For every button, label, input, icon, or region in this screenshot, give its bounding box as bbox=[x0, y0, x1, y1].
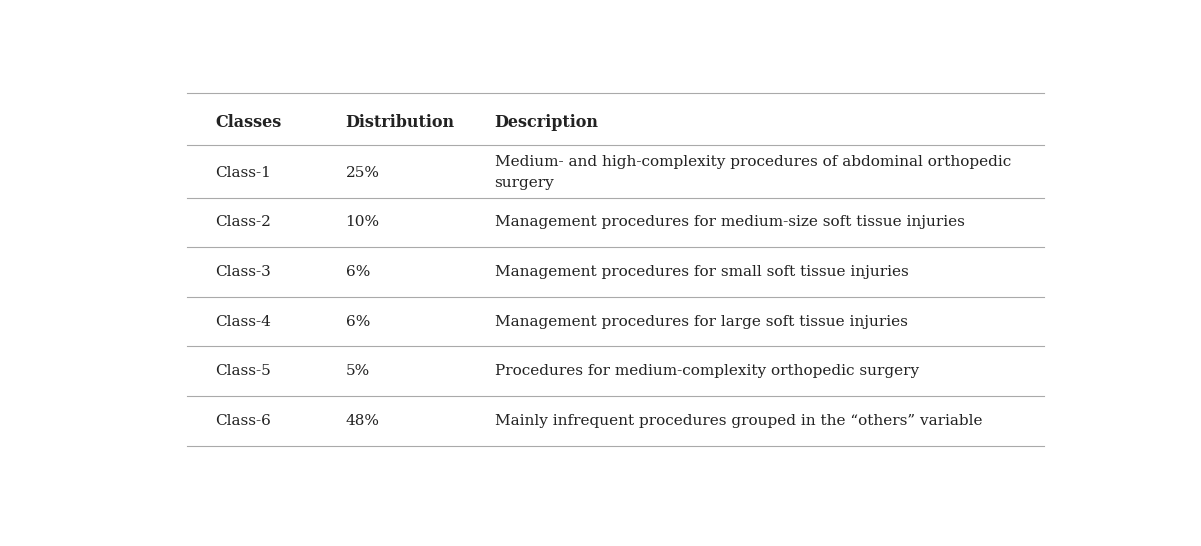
Text: Class-4: Class-4 bbox=[215, 314, 271, 329]
Text: Procedures for medium-complexity orthopedic surgery: Procedures for medium-complexity orthope… bbox=[495, 364, 919, 378]
Text: Distribution: Distribution bbox=[346, 114, 455, 131]
Text: Classes: Classes bbox=[215, 114, 281, 131]
Text: Class-3: Class-3 bbox=[215, 265, 271, 279]
Text: Class-5: Class-5 bbox=[215, 364, 271, 378]
Text: Medium- and high-complexity procedures of abdominal orthopedic
surgery: Medium- and high-complexity procedures o… bbox=[495, 156, 1011, 190]
Text: Description: Description bbox=[495, 114, 598, 131]
Text: Management procedures for medium-size soft tissue injuries: Management procedures for medium-size so… bbox=[495, 215, 964, 229]
Text: Management procedures for large soft tissue injuries: Management procedures for large soft tis… bbox=[495, 314, 908, 329]
Text: 48%: 48% bbox=[346, 414, 380, 428]
Text: 5%: 5% bbox=[346, 364, 370, 378]
Text: 6%: 6% bbox=[346, 314, 370, 329]
Text: 10%: 10% bbox=[346, 215, 380, 229]
Text: Class-2: Class-2 bbox=[215, 215, 271, 229]
Text: Management procedures for small soft tissue injuries: Management procedures for small soft tis… bbox=[495, 265, 908, 279]
Text: Class-1: Class-1 bbox=[215, 166, 271, 180]
Text: Mainly infrequent procedures grouped in the “others” variable: Mainly infrequent procedures grouped in … bbox=[495, 414, 982, 428]
Text: 25%: 25% bbox=[346, 166, 380, 180]
Text: 6%: 6% bbox=[346, 265, 370, 279]
Text: Class-6: Class-6 bbox=[215, 414, 271, 428]
